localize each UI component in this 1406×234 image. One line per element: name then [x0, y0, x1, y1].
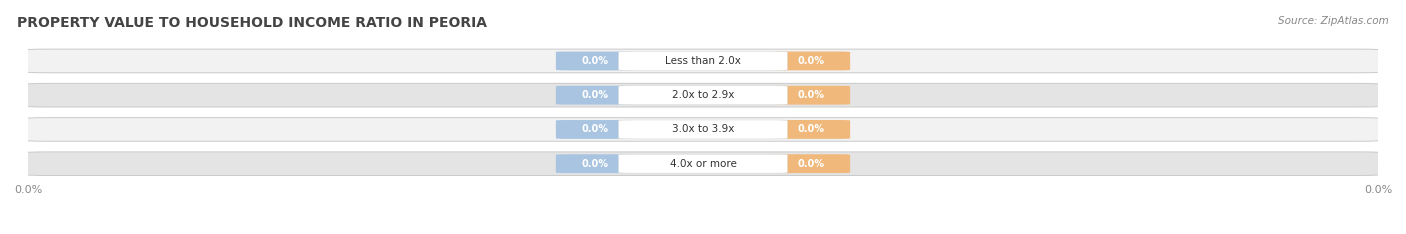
- Text: 0.0%: 0.0%: [797, 56, 825, 66]
- Text: 0.0%: 0.0%: [797, 159, 825, 169]
- Text: 3.0x to 3.9x: 3.0x to 3.9x: [672, 124, 734, 135]
- FancyBboxPatch shape: [21, 49, 1385, 73]
- FancyBboxPatch shape: [21, 117, 1385, 142]
- FancyBboxPatch shape: [555, 120, 634, 139]
- Text: Source: ZipAtlas.com: Source: ZipAtlas.com: [1278, 16, 1389, 26]
- FancyBboxPatch shape: [619, 154, 787, 173]
- FancyBboxPatch shape: [619, 120, 787, 139]
- Text: 4.0x or more: 4.0x or more: [669, 159, 737, 169]
- FancyBboxPatch shape: [21, 50, 1385, 72]
- FancyBboxPatch shape: [619, 51, 787, 70]
- FancyBboxPatch shape: [772, 51, 851, 70]
- Legend: Without Mortgage, With Mortgage: Without Mortgage, With Mortgage: [583, 231, 823, 234]
- FancyBboxPatch shape: [772, 86, 851, 105]
- Text: Less than 2.0x: Less than 2.0x: [665, 56, 741, 66]
- Text: 0.0%: 0.0%: [581, 90, 609, 100]
- Text: 2.0x to 2.9x: 2.0x to 2.9x: [672, 90, 734, 100]
- FancyBboxPatch shape: [619, 86, 787, 105]
- FancyBboxPatch shape: [21, 83, 1385, 108]
- Text: 0.0%: 0.0%: [797, 124, 825, 135]
- FancyBboxPatch shape: [21, 151, 1385, 176]
- FancyBboxPatch shape: [555, 86, 634, 105]
- Text: 0.0%: 0.0%: [581, 56, 609, 66]
- Text: 0.0%: 0.0%: [581, 159, 609, 169]
- FancyBboxPatch shape: [772, 120, 851, 139]
- FancyBboxPatch shape: [21, 84, 1385, 106]
- FancyBboxPatch shape: [555, 154, 634, 173]
- FancyBboxPatch shape: [21, 118, 1385, 141]
- FancyBboxPatch shape: [21, 152, 1385, 175]
- FancyBboxPatch shape: [772, 154, 851, 173]
- Text: 0.0%: 0.0%: [797, 90, 825, 100]
- Text: PROPERTY VALUE TO HOUSEHOLD INCOME RATIO IN PEORIA: PROPERTY VALUE TO HOUSEHOLD INCOME RATIO…: [17, 16, 486, 30]
- Text: 0.0%: 0.0%: [581, 124, 609, 135]
- FancyBboxPatch shape: [555, 51, 634, 70]
